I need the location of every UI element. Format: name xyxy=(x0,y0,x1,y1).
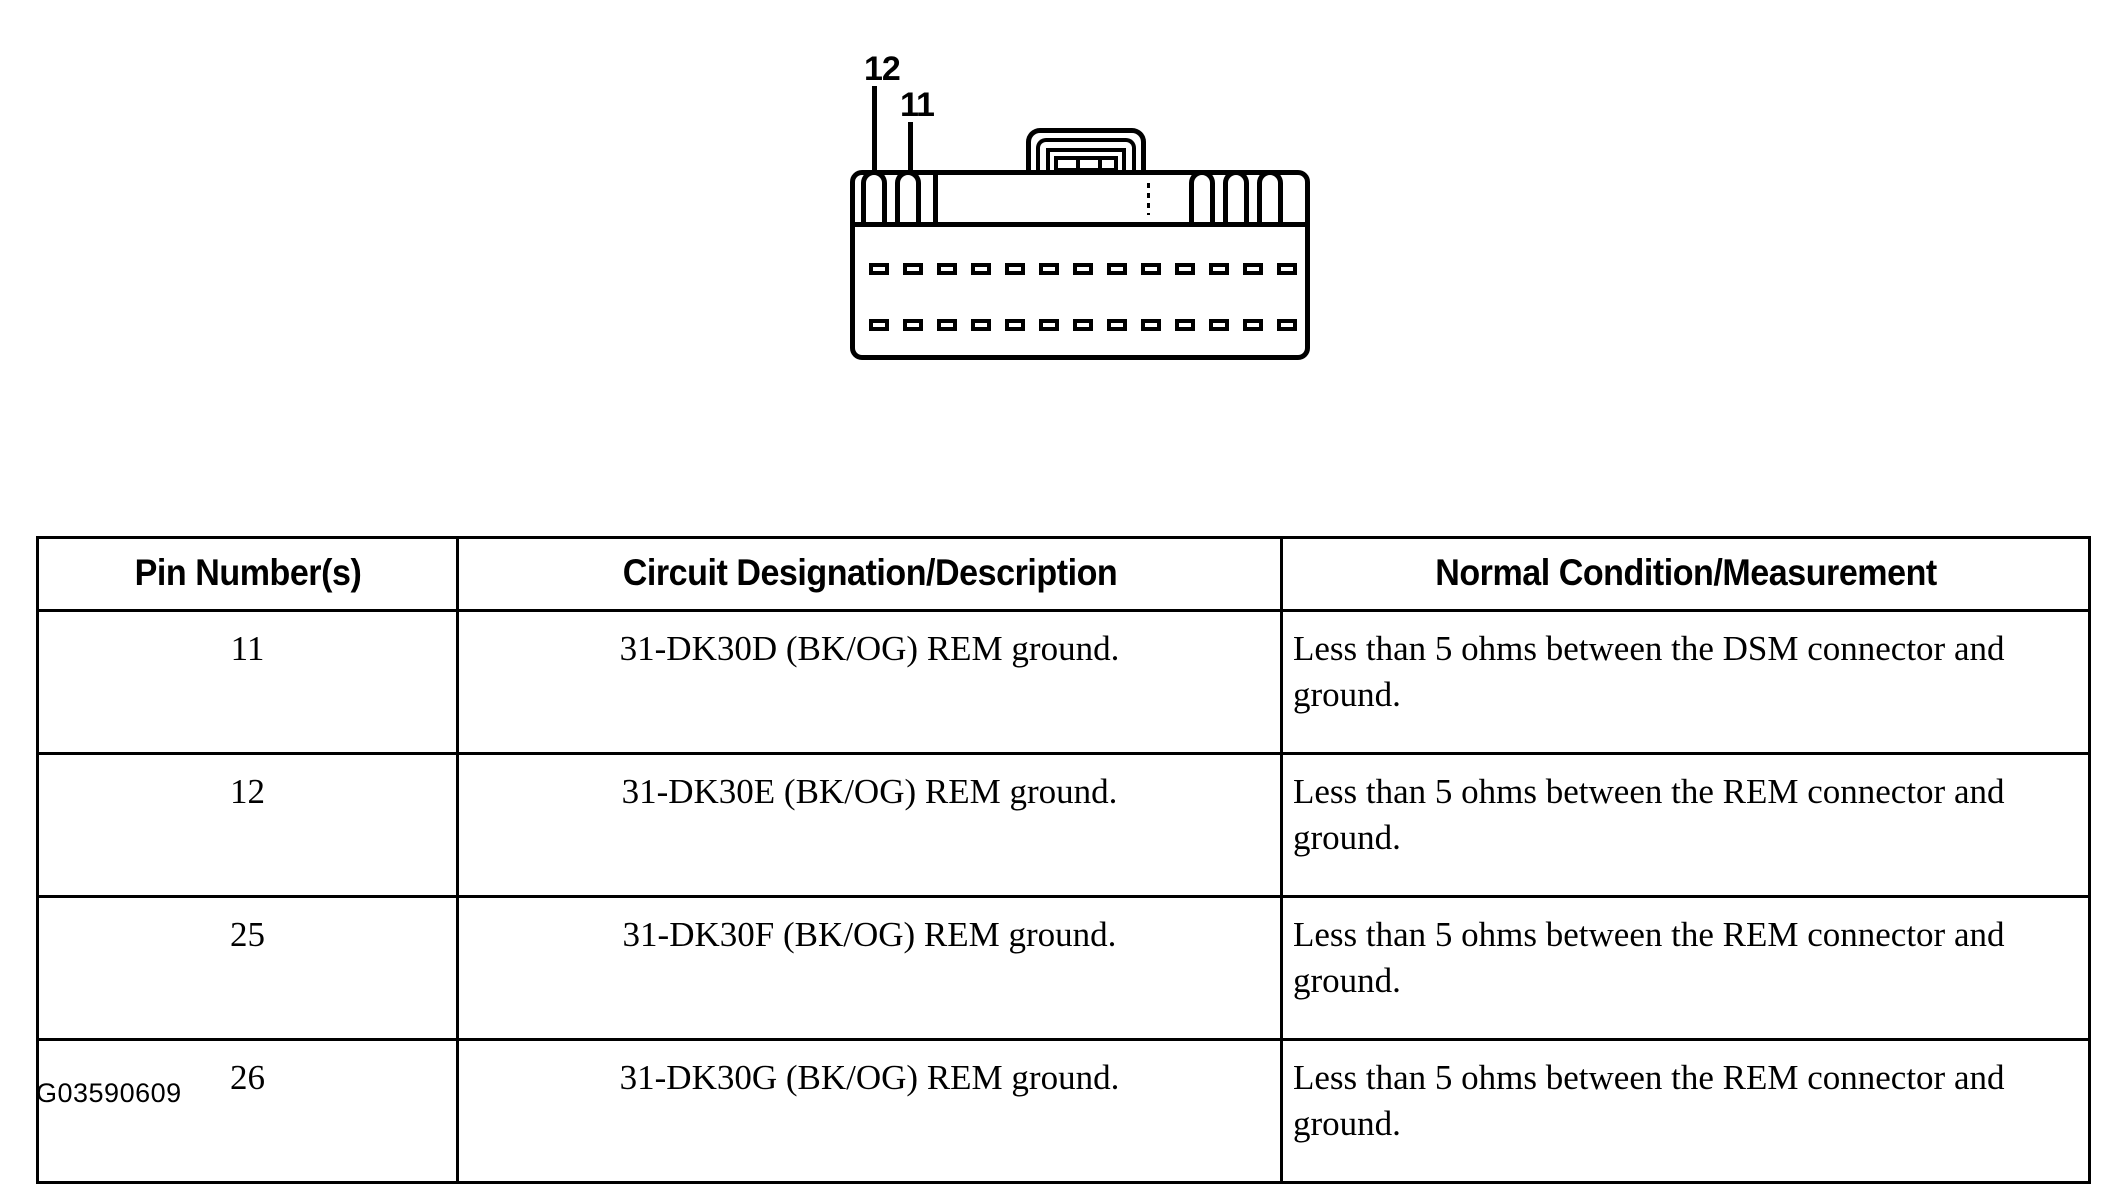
connector-latch-slot-divider-2 xyxy=(1098,156,1102,172)
pin-slot-bottom xyxy=(1107,319,1127,331)
connector-band-tab-left-2 xyxy=(895,170,921,222)
cell-pin-number: 25 xyxy=(36,895,459,1041)
pin-assignment-table: Pin Number(s) Circuit Designation/Descri… xyxy=(36,536,2091,1184)
connector-band-tab-right-1 xyxy=(1189,170,1215,222)
connector-housing xyxy=(850,170,1310,360)
connector-latch-slot-divider-1 xyxy=(1076,156,1080,172)
table-row: 25 31-DK30F (BK/OG) REM ground. Less tha… xyxy=(36,895,2091,1041)
cell-normal-condition: Less than 5 ohms between the REM connect… xyxy=(1280,1038,2091,1184)
pin-slot-top xyxy=(1039,263,1059,275)
pin-slot-bottom xyxy=(1243,319,1263,331)
pin-slot-top xyxy=(1005,263,1025,275)
cell-circuit: 31-DK30F (BK/OG) REM ground. xyxy=(456,895,1283,1041)
table-row: 12 31-DK30E (BK/OG) REM ground. Less tha… xyxy=(36,752,2091,898)
pin-slot-top xyxy=(1175,263,1195,275)
column-header-pin-number: Pin Number(s) xyxy=(52,536,443,612)
pin-slot-top xyxy=(937,263,957,275)
connector-band-tab-left-1 xyxy=(861,170,887,222)
pin-slot-top xyxy=(971,263,991,275)
pin-slot-bottom xyxy=(903,319,923,331)
cell-circuit: 31-DK30E (BK/OG) REM ground. xyxy=(456,752,1283,898)
pin-slot-bottom xyxy=(1277,319,1297,331)
cell-pin-number: 11 xyxy=(36,609,459,755)
pin-callout-label-11: 11 xyxy=(900,86,935,124)
cell-circuit: 31-DK30D (BK/OG) REM ground. xyxy=(456,609,1283,755)
pin-slot-bottom xyxy=(937,319,957,331)
table-row: 26 31-DK30G (BK/OG) REM ground. Less tha… xyxy=(36,1038,2091,1184)
cell-pin-number: 12 xyxy=(36,752,459,898)
leader-line-12 xyxy=(872,86,877,232)
pin-slot-bottom xyxy=(1175,319,1195,331)
pin-slot-top xyxy=(1209,263,1229,275)
pin-slot-bottom xyxy=(1141,319,1161,331)
table-row: 11 31-DK30D (BK/OG) REM ground. Less tha… xyxy=(36,609,2091,755)
cell-circuit: 31-DK30G (BK/OG) REM ground. xyxy=(456,1038,1283,1184)
table-header-row: Pin Number(s) Circuit Designation/Descri… xyxy=(38,536,2090,612)
connector-band-tab-left-3 xyxy=(933,175,938,222)
pin-slot-bottom xyxy=(1039,319,1059,331)
figure-code: G03590609 xyxy=(36,1078,182,1108)
connector-band-tab-right-3 xyxy=(1257,170,1283,222)
pin-slot-top xyxy=(1243,263,1263,275)
connector-band-dash xyxy=(1147,183,1150,215)
connector-band-tab-right-2 xyxy=(1223,170,1249,222)
column-header-circuit-designation: Circuit Designation/Description xyxy=(489,536,1250,612)
connector-band-divider xyxy=(855,222,1305,227)
cell-normal-condition: Less than 5 ohms between the REM connect… xyxy=(1280,752,2091,898)
column-header-normal-condition: Normal Condition/Measurement xyxy=(1312,536,2059,612)
connector-diagram: 12 11 25 26 xyxy=(840,40,1360,480)
pin-slot-top xyxy=(1073,263,1093,275)
pin-slot-bottom xyxy=(971,319,991,331)
pin-slot-top xyxy=(903,263,923,275)
pin-slot-top xyxy=(1277,263,1297,275)
pin-slot-bottom xyxy=(1209,319,1229,331)
cell-normal-condition: Less than 5 ohms between the DSM connect… xyxy=(1280,609,2091,755)
pin-slot-bottom xyxy=(869,319,889,331)
pin-slot-bottom xyxy=(1005,319,1025,331)
pin-slot-bottom xyxy=(1073,319,1093,331)
pin-slot-top xyxy=(1141,263,1161,275)
pin-slot-top xyxy=(869,263,889,275)
cell-pin-number: 26 xyxy=(36,1038,459,1184)
pin-callout-label-12: 12 xyxy=(864,50,901,88)
cell-normal-condition: Less than 5 ohms between the REM connect… xyxy=(1280,895,2091,1041)
pin-slot-top xyxy=(1107,263,1127,275)
